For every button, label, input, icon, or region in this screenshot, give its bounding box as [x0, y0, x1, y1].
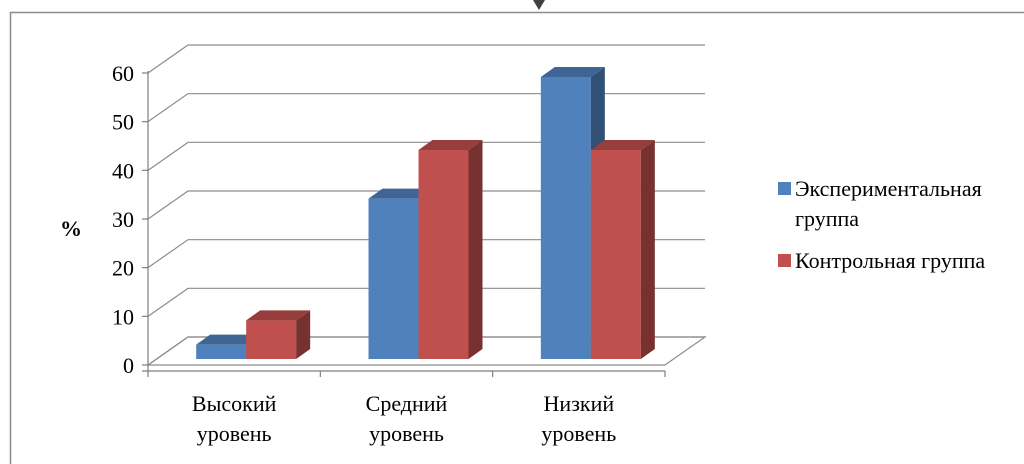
bars	[196, 67, 655, 359]
y-tick-label: 40	[112, 158, 134, 183]
gridline	[147, 190, 705, 220]
legend-item: Экспериментальная группа	[778, 176, 982, 231]
gridline	[147, 336, 705, 366]
y-tick-label: 50	[112, 110, 134, 135]
legend-label: Контрольная группа	[795, 248, 985, 273]
y-axis-label: %	[60, 216, 82, 241]
x-category-label: Средний уровень	[366, 391, 448, 446]
x-category-labels: Высокий уровень Средний уровень Низкий уровен…	[192, 391, 616, 446]
gridlines	[147, 44, 705, 366]
legend-swatch	[778, 254, 791, 267]
axes	[142, 71, 666, 377]
gridline	[147, 239, 705, 269]
gridline	[147, 287, 705, 317]
legend-swatch	[778, 182, 791, 195]
gridline	[147, 93, 705, 123]
bar	[246, 310, 311, 359]
y-tick-labels: 0 10 20 30 40 50 60	[112, 61, 134, 378]
bar	[590, 140, 655, 359]
bar	[418, 140, 483, 359]
y-tick-label: 10	[112, 304, 134, 329]
gridline	[147, 141, 705, 171]
selection-marker-icon	[533, 0, 545, 10]
y-tick-label: 30	[112, 207, 134, 232]
y-tick-label: 60	[112, 61, 134, 86]
chart-border	[9, 11, 1024, 464]
y-tick-label: 20	[112, 256, 134, 281]
x-category-label: Низкий уровень	[541, 391, 616, 446]
y-tick-label: 0	[123, 353, 134, 378]
gridline	[147, 44, 705, 74]
x-category-label: Высокий уровень	[192, 391, 277, 446]
legend-item: Контрольная группа	[778, 248, 985, 273]
legend-label: Экспериментальная группа	[795, 176, 982, 231]
legend: Экспериментальная группа Контрольная групп…	[778, 176, 985, 273]
